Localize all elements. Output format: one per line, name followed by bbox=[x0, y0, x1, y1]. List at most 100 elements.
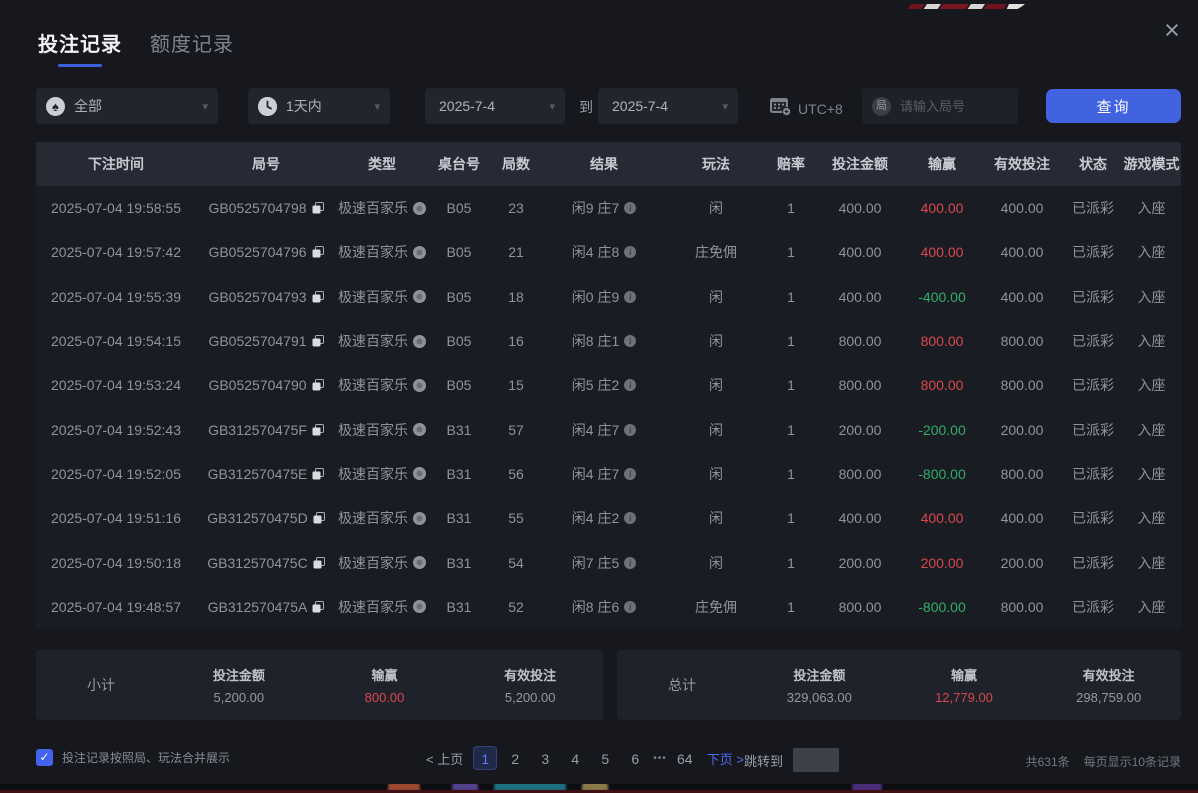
copy-icon[interactable] bbox=[312, 335, 324, 347]
game-type-cell: 极速百家乐 bbox=[336, 508, 428, 528]
info-icon[interactable]: i bbox=[624, 512, 637, 525]
page-number-last[interactable]: 64 bbox=[676, 751, 693, 767]
copy-icon[interactable] bbox=[312, 202, 324, 214]
status: 已派彩 bbox=[1072, 510, 1114, 527]
round-id-cell: GB0525704798 bbox=[196, 200, 336, 216]
subtotal-box: 小计 投注金额 5,200.00 输赢 800.00 有效投注 5,200.00 bbox=[36, 650, 603, 720]
bet-amount: 800.00 bbox=[838, 598, 882, 615]
total-box: 总计 投注金额 329,063.00 输赢 12,779.00 有效投注 298,75… bbox=[617, 650, 1181, 720]
chevron-down-icon: ▾ bbox=[374, 100, 380, 113]
result-cell: 闲5 庄2 i bbox=[542, 375, 666, 395]
valid-bet: 400.00 bbox=[1000, 244, 1044, 261]
game-mode: 入座 bbox=[1137, 377, 1166, 394]
page-number-4[interactable]: 4 bbox=[571, 751, 580, 767]
table-row: 2025-07-04 19:58:55 GB0525704798 极速百家乐 B05 2… bbox=[36, 186, 1181, 230]
copy-icon[interactable] bbox=[312, 600, 325, 613]
copy-icon[interactable] bbox=[312, 379, 324, 391]
active-tab-underline bbox=[58, 64, 102, 67]
win-loss: 400.00 bbox=[920, 510, 964, 527]
win-loss: -800.00 bbox=[918, 465, 966, 482]
valid-bet: 800.00 bbox=[1000, 465, 1044, 482]
round-count: 55 bbox=[508, 510, 524, 527]
game-mode-cell: 入座 bbox=[1122, 375, 1181, 395]
bet-time: 2025-07-04 19:58:55 bbox=[51, 200, 181, 217]
page-number-5[interactable]: 5 bbox=[601, 751, 610, 767]
game-mode: 入座 bbox=[1137, 465, 1166, 482]
time-range-select[interactable]: 1天内 ▾ bbox=[248, 88, 390, 124]
bet-amount-cell: 400.00 bbox=[816, 200, 904, 216]
play-type-cell: 闲 bbox=[666, 420, 766, 440]
table-no-cell: B31 bbox=[428, 510, 490, 526]
game-mode-cell: 入座 bbox=[1122, 420, 1181, 440]
next-page-button[interactable]: 下页 > bbox=[706, 751, 744, 767]
subtotal-winloss-label: 输赢 bbox=[371, 668, 398, 683]
date-from-value: 2025-7-4 bbox=[439, 98, 496, 114]
round-count: 18 bbox=[508, 288, 524, 305]
info-icon[interactable]: i bbox=[624, 246, 637, 259]
info-icon[interactable]: i bbox=[624, 335, 637, 348]
valid-bet-cell: 800.00 bbox=[980, 599, 1064, 615]
pagination-ellipsis[interactable]: ••• bbox=[653, 752, 667, 764]
info-icon[interactable]: i bbox=[624, 600, 637, 613]
table-row: 2025-07-04 19:54:15 GB0525704791 极速百家乐 B05 1… bbox=[36, 319, 1181, 363]
play-type: 闲 bbox=[709, 377, 723, 394]
copy-icon[interactable] bbox=[313, 512, 325, 524]
result-cell: 闲7 庄5 i bbox=[542, 553, 666, 573]
info-icon[interactable]: i bbox=[624, 379, 637, 392]
total-bet-label: 投注金额 bbox=[793, 668, 846, 683]
query-button[interactable]: 查询 bbox=[1046, 89, 1181, 123]
checkbox-checked-icon[interactable]: ✓ bbox=[36, 749, 53, 766]
date-to-select[interactable]: 2025-7-4 ▾ bbox=[598, 88, 738, 124]
bet-amount-cell: 800.00 bbox=[816, 377, 904, 393]
play-type: 闲 bbox=[709, 510, 723, 527]
win-loss-cell: 400.00 bbox=[904, 200, 980, 216]
page-number-3[interactable]: 3 bbox=[541, 751, 550, 767]
calendar-timezone-icon[interactable] bbox=[768, 94, 794, 123]
records-table: 下注时间 局号 类型 桌台号 局数 结果 玩法 赔率 投注金额 输赢 有效投注 状态 游戏模式 2025… bbox=[36, 142, 1181, 629]
status-cell: 已派彩 bbox=[1064, 242, 1122, 262]
table-no-cell: B31 bbox=[428, 466, 490, 482]
tab-quota-records[interactable]: 额度记录 bbox=[150, 28, 234, 67]
odds-cell: 1 bbox=[766, 377, 816, 393]
page-number-2[interactable]: 2 bbox=[511, 751, 520, 767]
play-type-cell: 闲 bbox=[666, 375, 766, 395]
info-icon[interactable]: i bbox=[624, 202, 637, 215]
valid-bet-cell: 800.00 bbox=[980, 377, 1064, 393]
status: 已派彩 bbox=[1072, 333, 1114, 350]
win-loss-cell: -200.00 bbox=[904, 422, 980, 438]
jump-page-input[interactable] bbox=[793, 748, 840, 772]
result: 闲4 庄7 bbox=[571, 421, 620, 438]
result: 闲4 庄8 bbox=[571, 244, 620, 261]
copy-icon[interactable] bbox=[312, 246, 324, 258]
copy-icon[interactable] bbox=[313, 556, 325, 569]
close-icon[interactable]: × bbox=[1164, 15, 1180, 45]
copy-icon[interactable] bbox=[312, 423, 324, 436]
info-icon[interactable]: i bbox=[624, 290, 637, 303]
info-icon[interactable]: i bbox=[624, 556, 637, 569]
page-number-1[interactable]: 1 bbox=[473, 746, 498, 770]
date-from-select[interactable]: 2025-7-4 ▾ bbox=[425, 88, 565, 124]
info-icon[interactable]: i bbox=[624, 423, 637, 436]
page-number-6[interactable]: 6 bbox=[631, 751, 640, 767]
copy-icon[interactable] bbox=[312, 290, 324, 303]
clock-icon bbox=[258, 96, 277, 116]
result-cell: 闲4 庄8 i bbox=[542, 242, 666, 262]
round-search-input[interactable] bbox=[900, 98, 1000, 114]
game-type: 极速百家乐 bbox=[338, 421, 408, 438]
record-stats: 共631条 每页显示10条记录 bbox=[1026, 753, 1181, 770]
info-icon[interactable]: i bbox=[624, 467, 637, 480]
win-loss: -400.00 bbox=[918, 288, 966, 305]
tab-betting-records[interactable]: 投注记录 bbox=[38, 28, 122, 67]
merge-display-option[interactable]: ✓ 投注记录按照局、玩法合并展示 bbox=[36, 749, 230, 766]
game-type-select[interactable]: ♠ 全部 ▾ bbox=[36, 88, 218, 124]
game-type: 极速百家乐 bbox=[338, 377, 408, 394]
game-type-cell: 极速百家乐 bbox=[336, 420, 428, 440]
round-id-cell: GB0525704791 bbox=[196, 333, 336, 349]
prev-page-button[interactable]: < 上页 bbox=[426, 751, 464, 767]
bet-time-cell: 2025-07-04 19:52:43 bbox=[36, 422, 196, 438]
bet-amount-cell: 200.00 bbox=[816, 422, 904, 438]
bet-time: 2025-07-04 19:50:18 bbox=[51, 554, 181, 571]
total-count: 共631条 bbox=[1025, 755, 1070, 769]
copy-icon[interactable] bbox=[312, 467, 325, 480]
game-badge-icon bbox=[413, 378, 426, 392]
